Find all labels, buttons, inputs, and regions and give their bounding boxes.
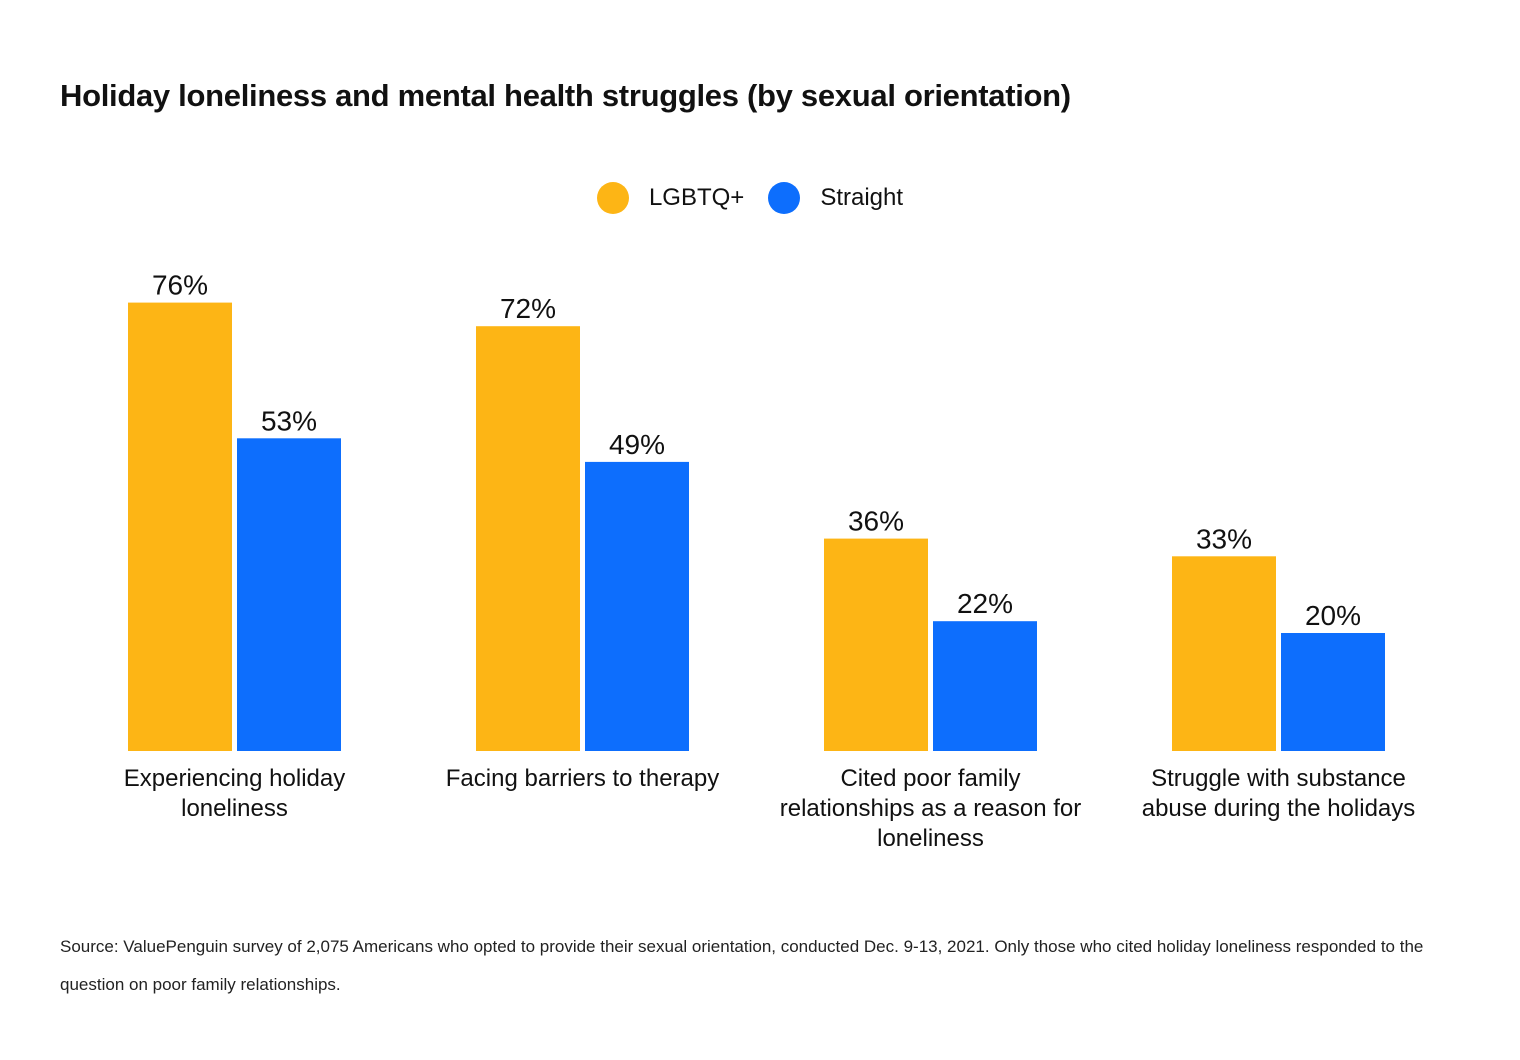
bar-straight-struggle-with-substance — [1281, 633, 1385, 751]
data-label-lgbtq-experiencing-holiday-loneliness: 76% — [152, 270, 208, 301]
legend-label-straight: Straight — [820, 184, 904, 211]
data-label-lgbtq-struggle-with-substance: 33% — [1196, 523, 1252, 554]
bar-lgbtq-cited-poor-family — [824, 538, 928, 751]
bar-lgbtq-facing-barriers-to — [476, 326, 580, 751]
bar-straight-experiencing-holiday-loneliness — [237, 438, 341, 751]
legend-swatch-straight — [768, 182, 801, 214]
chart-title: Holiday loneliness and mental health str… — [60, 78, 1071, 113]
chart-legend: LGBTQ+ Straight — [0, 182, 1500, 214]
legend-item-straight: Straight — [768, 182, 903, 214]
category-label-struggle-with-substance-line-1: Struggle with substance — [1151, 765, 1406, 792]
category-label-experiencing-holiday-loneliness-line-1: Experiencing holiday — [124, 765, 345, 792]
bar-chart: 76% 53% Experiencing holiday loneliness 72% 4… — [124, 270, 1416, 852]
bar-lgbtq-struggle-with-substance — [1172, 556, 1276, 751]
data-label-straight-struggle-with-substance: 20% — [1305, 600, 1361, 631]
legend-item-lgbtq: LGBTQ+ — [596, 182, 745, 214]
category-label-cited-poor-family-line-2: relationships as a reason for — [780, 795, 1082, 822]
bar-straight-facing-barriers-to — [585, 461, 689, 751]
category-label-cited-poor-family-line-1: Cited poor family — [840, 765, 1020, 792]
source-note: Source: ValuePenguin survey of 2,075 Ame… — [60, 937, 1424, 994]
data-label-straight-facing-barriers-to: 49% — [609, 429, 665, 460]
data-label-straight-experiencing-holiday-loneliness: 53% — [261, 405, 317, 436]
data-label-lgbtq-facing-barriers-to: 72% — [500, 293, 556, 324]
legend-label-lgbtq: LGBTQ+ — [648, 184, 745, 211]
legend-swatch-lgbtq — [596, 182, 629, 214]
category-label-experiencing-holiday-loneliness-line-2: loneliness — [181, 795, 288, 822]
bar-straight-cited-poor-family — [933, 621, 1037, 751]
category-label-facing-barriers-to-line-1: Facing barriers to therapy — [446, 765, 719, 792]
category-label-cited-poor-family-line-3: loneliness — [877, 825, 984, 852]
data-label-lgbtq-cited-poor-family: 36% — [848, 506, 904, 537]
data-label-straight-cited-poor-family: 22% — [957, 588, 1013, 619]
category-label-struggle-with-substance-line-2: abuse during the holidays — [1142, 795, 1416, 822]
bar-lgbtq-experiencing-holiday-loneliness — [128, 302, 232, 751]
